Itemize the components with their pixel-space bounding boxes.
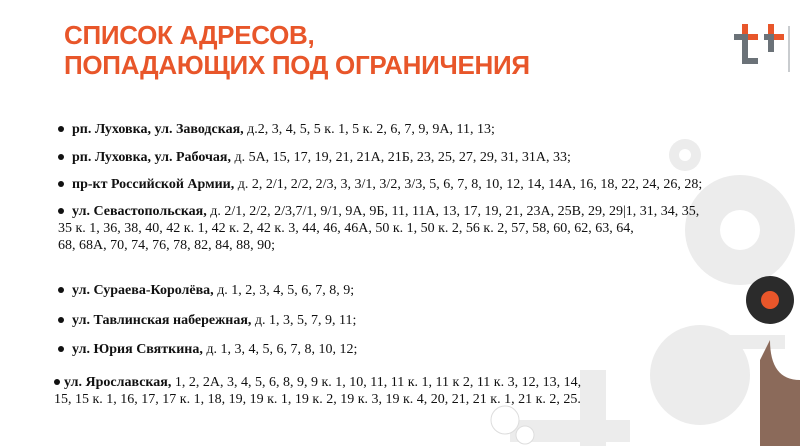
house-numbers: д. 5А, 15, 17, 19, 21, 21А, 21Б, 23, 25,… [230,150,571,165]
address-item: пр-кт Российской Армии, д. 2, 2/1, 2/2, … [58,176,702,193]
house-numbers: 1, 2, 2А, 3, 4, 5, 6, 8, 9, 9 к. 1, 10, … [171,375,582,390]
address-item: ул. Юрия Святкина, д. 1, 3, 4, 5, 6, 7, … [58,341,357,358]
street-name: ул. Севастопольская, [72,204,207,219]
street-name: рп. Луховка, ул. Рабочая, [72,150,231,165]
bullet-icon [58,180,64,187]
address-item: ул. Сураева-Королёва, д. 1, 2, 3, 4, 5, … [58,282,354,299]
title-line-2: ПОПАДАЮЩИХ ПОД ОГРАНИЧЕНИЯ [64,50,530,80]
house-numbers: д. 1, 3, 5, 7, 9, 11; [251,313,357,328]
house-numbers: д. 2, 2/1, 2/2, 2/3, 3, 3/1, 3/2, 3/3, 5… [234,177,703,192]
street-name: ул. Юрия Святкина, [72,342,203,357]
house-numbers: д. 1, 2, 3, 4, 5, 6, 7, 8, 9; [213,283,355,298]
bullet-icon [58,316,64,323]
bullet-icon [54,378,60,385]
house-numbers: д. 1, 3, 4, 5, 6, 7, 8, 10, 12; [202,342,358,357]
address-item: рп. Луховка, ул. Рабочая, д. 5А, 15, 17,… [58,149,571,166]
house-numbers: 68, 68А, 70, 74, 76, 78, 82, 84, 88, 90; [58,238,275,253]
bullet-icon [58,153,64,160]
bullet-icon [58,207,64,214]
address-item: ул. Тавлинская набережная, д. 1, 3, 5, 7… [58,312,356,329]
address-item: ул. Севастопольская, д. 2/1, 2/2, 2/3,7/… [58,203,699,254]
house-numbers: 15, 15 к. 1, 16, 17, 17 к. 1, 18, 19, 19… [54,392,581,407]
address-item: ул. Ярославская, 1, 2, 2А, 3, 4, 5, 6, 8… [54,374,581,408]
street-name: рп. Луховка, ул. Заводская, [72,122,244,137]
bullet-icon [58,286,64,293]
bullet-icon [58,345,64,352]
address-item: рп. Луховка, ул. Заводская, д.2, 3, 4, 5… [58,121,495,138]
slide-title: СПИСОК АДРЕСОВ, ПОПАДАЮЩИХ ПОД ОГРАНИЧЕН… [64,20,530,80]
bullet-icon [58,125,64,132]
street-name: пр-кт Российской Армии, [72,177,235,192]
t2-logo [734,24,790,72]
street-name: ул. Сураева-Королёва, [72,283,214,298]
house-numbers: д.2, 3, 4, 5, 5 к. 1, 5 к. 2, 6, 7, 9, 9… [243,122,495,137]
street-name: ул. Тавлинская набережная, [72,313,252,328]
house-numbers: д. 2/1, 2/2, 2/3,7/1, 9/1, 9А, 9Б, 11, 1… [206,204,700,219]
gears-pipes-decoration [490,139,800,446]
title-line-1: СПИСОК АДРЕСОВ, [64,20,315,50]
street-name: ул. Ярославская, [64,375,172,390]
house-numbers: 35 к. 1, 36, 38, 40, 42 к. 1, 42 к. 2, 4… [58,221,634,236]
